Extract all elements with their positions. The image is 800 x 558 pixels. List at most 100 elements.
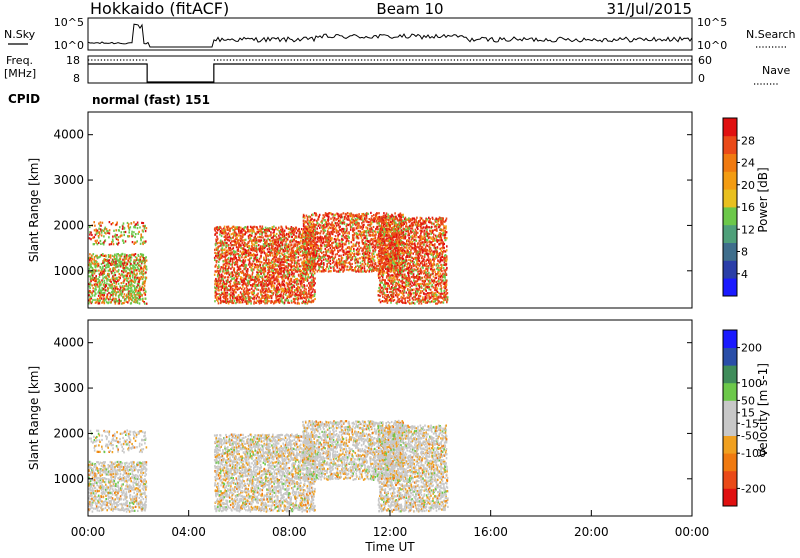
heatmap-cell	[321, 247, 323, 249]
heatmap-cell	[287, 238, 289, 240]
heatmap-cell	[261, 270, 263, 272]
freq-tick-top: 18	[66, 54, 80, 67]
heatmap-cell	[105, 275, 107, 277]
heatmap-cell	[123, 222, 125, 224]
heatmap-cell	[267, 255, 269, 257]
heatmap-cell	[315, 237, 317, 239]
heatmap-cell	[371, 223, 373, 225]
heatmap-cell	[301, 291, 303, 293]
heatmap-cell	[312, 291, 314, 293]
heatmap-cell	[104, 280, 106, 282]
heatmap-cell	[101, 229, 103, 231]
heatmap-cell	[303, 278, 305, 280]
heatmap-cell	[348, 224, 350, 226]
heatmap-cell	[214, 227, 216, 229]
heatmap-cell	[334, 249, 336, 251]
heatmap-cell	[321, 245, 323, 247]
heatmap-cell	[327, 265, 329, 267]
heatmap-cell	[352, 258, 354, 260]
heatmap-cell	[109, 232, 111, 234]
nsky-panel: N.Sky 10^5 10^0 10^5 10^0 N.Search	[4, 16, 796, 52]
heatmap-cell	[104, 292, 106, 294]
heatmap-cell	[336, 259, 338, 261]
heatmap-cell	[381, 222, 383, 224]
heatmap-cell	[140, 234, 142, 236]
heatmap-cell	[131, 222, 133, 224]
heatmap-cell	[338, 258, 340, 260]
heatmap-cell	[103, 243, 105, 245]
nsky-frame	[88, 18, 692, 50]
heatmap-cell	[96, 278, 98, 280]
heatmap-cell	[332, 230, 334, 232]
heatmap-cell	[90, 264, 92, 266]
heatmap-cell	[312, 288, 314, 290]
heatmap-cell	[340, 219, 342, 221]
heatmap-cell	[104, 302, 106, 304]
heatmap-cell	[249, 261, 251, 263]
heatmap-cell	[220, 297, 222, 299]
heatmap-cell	[287, 295, 289, 297]
heatmap-cell	[218, 261, 220, 263]
heatmap-cell	[127, 277, 129, 279]
heatmap-cell	[229, 234, 231, 236]
heatmap-cell	[217, 249, 219, 251]
heatmap-cell	[114, 280, 116, 282]
heatmap-cell	[137, 222, 139, 224]
heatmap-cell	[323, 266, 325, 268]
heatmap-cell	[245, 297, 247, 299]
freq-trace	[88, 64, 692, 82]
heatmap-cell	[330, 267, 332, 269]
heatmap-cell	[286, 265, 288, 267]
heatmap-cell	[369, 252, 371, 254]
heatmap-cell	[355, 256, 357, 258]
heatmap-cell	[347, 215, 349, 217]
heatmap-cell	[255, 264, 257, 266]
heatmap-cell	[302, 286, 304, 288]
heatmap-cell	[131, 287, 133, 289]
heatmap-cell	[220, 245, 222, 247]
heatmap-cell	[112, 270, 114, 272]
heatmap-cell	[297, 244, 299, 246]
heatmap-cell	[375, 262, 377, 264]
heatmap-cell	[372, 246, 374, 248]
heatmap-cell	[291, 278, 293, 280]
heatmap-cell	[99, 281, 101, 283]
heatmap-cell	[237, 263, 239, 265]
heatmap-cell	[290, 292, 292, 294]
heatmap-cell	[109, 221, 111, 223]
heatmap-cell	[261, 300, 263, 302]
heatmap-cell	[227, 249, 229, 251]
heatmap-cell	[277, 283, 279, 285]
heatmap-cell	[371, 260, 373, 262]
heatmap-cell	[106, 280, 108, 282]
heatmap-cell	[368, 261, 370, 263]
heatmap-cell	[96, 301, 98, 303]
heatmap-cell	[329, 260, 331, 262]
heatmap-cell	[97, 230, 99, 232]
heatmap-cell	[348, 217, 350, 219]
heatmap-cell	[305, 297, 307, 299]
heatmap-cell	[262, 236, 264, 238]
heatmap-cell	[313, 252, 315, 254]
heatmap-cell	[342, 243, 344, 245]
heatmap-cell	[121, 270, 123, 272]
heatmap-cell	[312, 276, 314, 278]
heatmap-cell	[377, 228, 379, 230]
heatmap-cell	[233, 236, 235, 238]
heatmap-cell	[221, 289, 223, 291]
heatmap-cell	[256, 227, 258, 229]
heatmap-cell	[227, 292, 229, 294]
heatmap-cell	[285, 250, 287, 252]
heatmap-cell	[120, 300, 122, 302]
heatmap-cell	[244, 242, 246, 244]
heatmap-cell	[361, 217, 363, 219]
heatmap-cell	[262, 226, 264, 228]
heatmap-cell	[227, 236, 229, 238]
heatmap-cell	[374, 256, 376, 258]
heatmap-cell	[234, 258, 236, 260]
heatmap-cell	[271, 295, 273, 297]
heatmap-cell	[335, 227, 337, 229]
heatmap-cell	[292, 262, 294, 264]
heatmap-cell	[253, 228, 255, 230]
heatmap-cell	[351, 246, 353, 248]
